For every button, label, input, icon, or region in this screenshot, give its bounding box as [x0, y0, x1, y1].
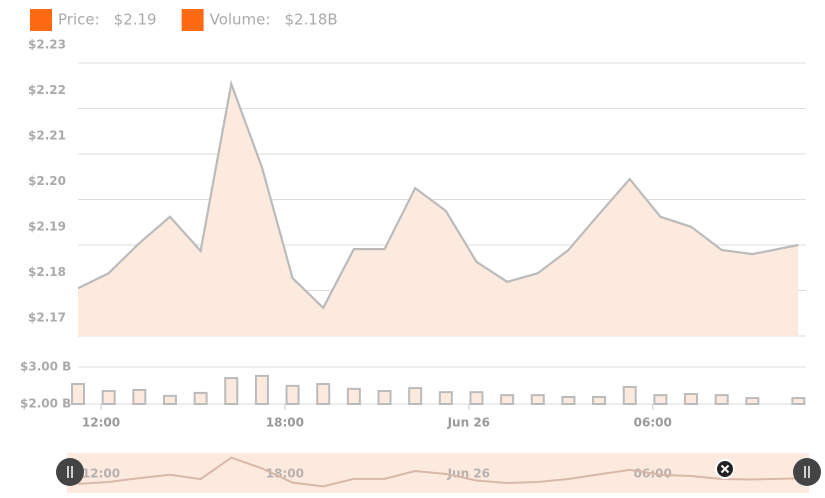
volume-bar [408, 387, 423, 405]
close-icon [720, 464, 730, 474]
x-tick-label: 12:00 [82, 416, 120, 430]
navigator-tick-label: 12:00 [82, 467, 120, 481]
legend-label: Price: [58, 11, 100, 29]
legend-swatch [30, 9, 52, 31]
y-tick-label: $2.21 [28, 129, 66, 143]
volume-bar [592, 395, 607, 406]
volume-bar [622, 385, 637, 406]
navigator-handle[interactable] [56, 458, 84, 486]
volume-bar [377, 390, 392, 405]
legend-label: Volume: [210, 11, 271, 29]
volume-bar [684, 393, 699, 406]
volume-bar [561, 395, 576, 406]
legend-value: $2.19 [114, 11, 157, 29]
price-area [78, 83, 799, 337]
price-line [77, 79, 799, 310]
volume-bar [316, 383, 331, 405]
y-tick-label: $2.17 [28, 311, 66, 325]
y-tick-label: $2.18 [28, 265, 66, 279]
volume-bar [469, 391, 484, 406]
y-tick-label: $2.22 [28, 83, 66, 97]
navigator-tick-label: 18:00 [266, 467, 304, 481]
volume-bar [254, 374, 269, 406]
volume-bar [224, 377, 239, 406]
volume-bar [101, 390, 116, 405]
volume-bar [71, 383, 85, 405]
volume-bar [132, 388, 147, 406]
x-tick-label: 06:00 [634, 416, 672, 430]
volume-bar [714, 394, 729, 405]
y2-tick-label: $2.00 B [20, 397, 71, 411]
volume-bar [530, 394, 545, 405]
legend-swatch [181, 9, 204, 31]
y-tick-label: $2.23 [28, 38, 66, 52]
volume-bar [285, 384, 300, 405]
y-tick-label: $2.20 [28, 174, 66, 188]
y-tick-label: $2.19 [28, 220, 66, 234]
x-tick-label: Jun 26 [447, 416, 490, 430]
volume-bar [346, 387, 361, 405]
navigator-handle[interactable] [793, 458, 821, 486]
volume-bar [162, 394, 177, 405]
x-tick-label: 18:00 [266, 416, 304, 430]
volume-bar [438, 391, 453, 406]
volume-bar [500, 394, 515, 405]
navigator-line [77, 456, 799, 488]
volume-bar [745, 397, 760, 405]
legend-value: $2.18B [284, 11, 337, 29]
volume-bar [791, 397, 806, 405]
volume-bar [653, 394, 668, 405]
volume-bar [193, 391, 208, 405]
y2-tick-label: $3.00 B [20, 360, 71, 374]
